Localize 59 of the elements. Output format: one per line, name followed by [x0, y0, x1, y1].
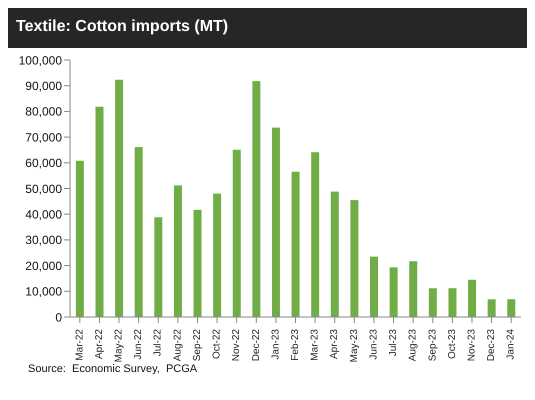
bar	[350, 200, 358, 317]
chart-title: Textile: Cotton imports (MT)	[8, 8, 527, 48]
y-tick-label: 30,000	[25, 233, 62, 248]
bar	[409, 261, 418, 317]
bar	[232, 150, 241, 317]
source-note: Source: Economic Survey, PCGA	[27, 363, 198, 375]
y-tick-label: 60,000	[25, 156, 62, 170]
bar	[134, 147, 143, 317]
bar	[428, 288, 437, 317]
y-tick-label: 20,000	[25, 258, 62, 273]
bar	[330, 192, 339, 317]
x-tick-label: Sep-23	[427, 328, 438, 362]
bar	[468, 280, 476, 317]
bar	[488, 299, 496, 317]
bar	[76, 160, 84, 317]
x-tick-label: Nov-23	[466, 328, 478, 362]
x-tick-label: Jan-23	[270, 328, 282, 360]
x-tick-label: May-23	[348, 328, 360, 362]
x-tick-label: Apr-22	[94, 328, 105, 360]
x-tick-label: Oct-23	[446, 328, 458, 360]
y-tick-label: 10,000	[25, 284, 62, 299]
bar	[507, 299, 516, 317]
bar	[370, 256, 378, 317]
y-tick-label: 40,000	[25, 207, 62, 222]
x-tick-label: Apr-23	[329, 328, 340, 360]
x-tick-label: Jun-23	[368, 328, 380, 360]
x-tick-label: Oct-22	[212, 328, 223, 360]
bar	[292, 172, 300, 317]
y-tick-label: 50,000	[25, 182, 62, 196]
bar	[194, 210, 202, 317]
bar	[252, 81, 260, 317]
y-tick-label: 90,000	[25, 78, 62, 93]
x-tick-label: Dec-23	[486, 328, 498, 362]
x-tick-label: Jan-24	[506, 328, 517, 360]
x-tick-label: Mar-22	[74, 328, 86, 361]
bar	[213, 194, 222, 317]
x-tick-label: Mar-23	[310, 328, 321, 361]
y-tick-label: 100,000	[18, 53, 62, 68]
bar	[95, 106, 104, 317]
x-tick-label: Feb-23	[290, 328, 301, 361]
x-tick-label: Jul-23	[388, 328, 400, 356]
bar	[448, 288, 456, 317]
bar	[154, 217, 162, 317]
x-tick-label: Aug-23	[408, 328, 419, 362]
y-tick-label: 0	[55, 310, 62, 324]
x-tick-label: Jul-22	[152, 328, 164, 356]
bar	[115, 80, 124, 317]
x-tick-label: Dec-22	[250, 328, 262, 362]
bar	[272, 128, 280, 317]
x-tick-label: Sep-22	[192, 328, 203, 362]
x-tick-label: Jun-22	[133, 328, 144, 360]
y-tick-label: 70,000	[25, 130, 62, 144]
x-tick-label: May-22	[114, 328, 125, 362]
bar	[311, 152, 320, 317]
bar	[174, 185, 182, 317]
x-tick-label: Aug-22	[172, 328, 184, 362]
bar	[390, 267, 398, 317]
y-tick-label: 80,000	[25, 104, 62, 119]
x-tick-label: Nov-22	[231, 328, 242, 362]
